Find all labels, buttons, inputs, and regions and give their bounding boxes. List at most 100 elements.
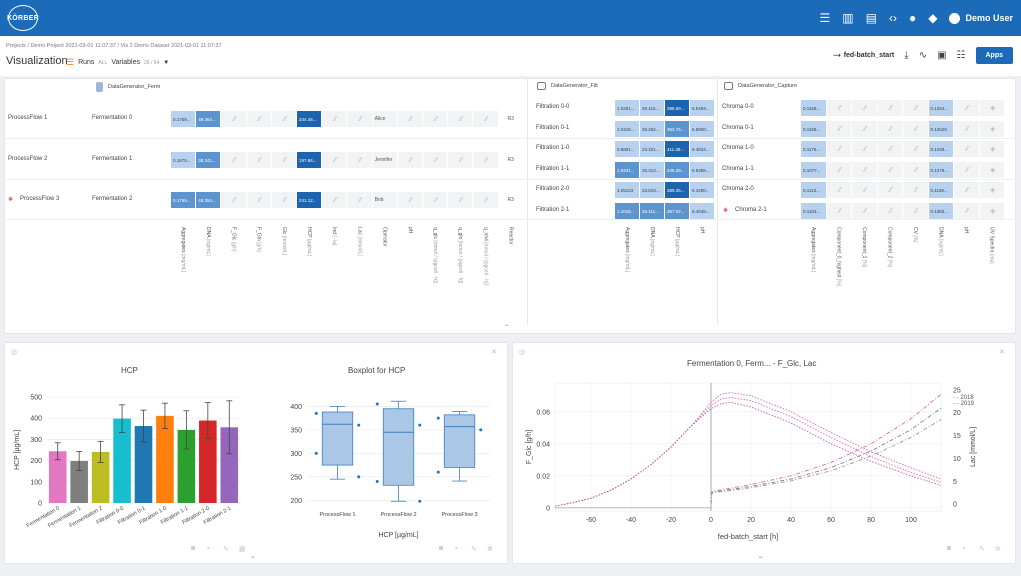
grid-cell-spectra[interactable]: ◈ bbox=[979, 203, 1004, 219]
grid-cell[interactable]: 197.86... bbox=[297, 152, 322, 168]
gear-icon[interactable]: ✲ bbox=[995, 546, 1001, 553]
grid-cell[interactable]: 357.02... bbox=[665, 203, 689, 219]
capt-run-label[interactable]: Chroma 0-1 bbox=[722, 125, 754, 131]
column-header[interactable]: DNA [ng/mL] bbox=[938, 227, 944, 256]
grid-cell-sparkline[interactable]: ⁄⁄ bbox=[903, 182, 928, 198]
column-header[interactable]: q_glc [mmol / (pgcell · h)] bbox=[432, 227, 438, 283]
grid-cell[interactable]: 0.1158... bbox=[801, 121, 826, 137]
grid-cell-sparkline[interactable]: ⁄⁄ bbox=[877, 182, 902, 198]
resize-handle[interactable]: ═ bbox=[505, 323, 509, 329]
grid-cell-spectra[interactable]: ◈ bbox=[979, 121, 1004, 137]
breadcrumb[interactable]: Projects / Demo Project 2021-03-01 11:07… bbox=[6, 43, 222, 49]
grid-cell-sparkline[interactable]: ⁄⁄ bbox=[221, 111, 246, 127]
process-flow-label[interactable]: ProcessFlow 1 bbox=[8, 115, 48, 121]
grid-cell[interactable]: R3 bbox=[498, 111, 523, 127]
globe-icon[interactable]: ● bbox=[908, 11, 917, 25]
user-menu[interactable]: Demo User bbox=[949, 12, 1013, 24]
column-header[interactable]: Component_1 [%] bbox=[861, 227, 867, 267]
x-variable-selector[interactable]: ⤏ fed-batch_start bbox=[833, 52, 894, 60]
column-header[interactable]: Aggregates [mg/mL] bbox=[624, 227, 630, 272]
column-header[interactable]: DNA [ng/mL] bbox=[205, 227, 211, 256]
grid-cell-sparkline[interactable]: ⁄⁄ bbox=[903, 141, 928, 157]
grid-cell[interactable]: 6.5800... bbox=[690, 121, 714, 137]
grid-cell-sparkline[interactable]: ⁄⁄ bbox=[448, 111, 473, 127]
grid-cell-sparkline[interactable]: ⁄⁄ bbox=[877, 100, 902, 116]
column-header[interactable]: UV Spectra [mu] bbox=[989, 227, 995, 264]
grid-cell[interactable]: 1.0431... bbox=[615, 162, 639, 178]
grid-cell[interactable]: 6.5488... bbox=[690, 162, 714, 178]
list-icon[interactable]: ☰ bbox=[819, 11, 831, 25]
grid-cell[interactable]: 48.354... bbox=[196, 192, 221, 208]
grid-cell[interactable]: Alice bbox=[372, 111, 397, 127]
grid-cell-sparkline[interactable]: ⁄⁄ bbox=[877, 121, 902, 137]
process-flow-label[interactable]: ProcessFlow 3 bbox=[20, 196, 60, 202]
pencil-icon[interactable]: ✎ bbox=[223, 546, 229, 553]
grid-cell[interactable]: 0.1675... bbox=[171, 152, 196, 168]
grid-cell[interactable]: 398.59... bbox=[665, 100, 689, 116]
grid-cell-sparkline[interactable]: ⁄⁄ bbox=[322, 152, 347, 168]
grid-cell[interactable]: 6.4638... bbox=[690, 203, 714, 219]
grid-cell-sparkline[interactable]: ⁄⁄ bbox=[271, 152, 296, 168]
grid-cell[interactable]: 0.1769... bbox=[171, 192, 196, 208]
grid-cell-sparkline[interactable]: ⁄⁄ bbox=[322, 192, 347, 208]
grid-cell[interactable]: Jennifer bbox=[372, 152, 397, 168]
grid-icon[interactable]: ▦ bbox=[239, 546, 246, 553]
grid-cell[interactable]: 23.643... bbox=[640, 182, 664, 198]
grid-cell-sparkline[interactable]: ⁄⁄ bbox=[246, 152, 271, 168]
grid-cell-sparkline[interactable]: ⁄⁄ bbox=[826, 203, 851, 219]
grid-cell[interactable]: 6.5483... bbox=[690, 100, 714, 116]
filt-run-label[interactable]: Filtration 0-1 bbox=[536, 125, 570, 131]
info-icon[interactable]: ◎ bbox=[11, 349, 18, 356]
grid-cell[interactable]: 362.76... bbox=[665, 121, 689, 137]
grid-cell-sparkline[interactable]: ⁄⁄ bbox=[473, 192, 498, 208]
grid-cell-sparkline[interactable]: ⁄⁄ bbox=[246, 192, 271, 208]
capt-run-label[interactable]: Chroma 1-0 bbox=[722, 145, 754, 151]
chevron-down-icon[interactable]: ▼ bbox=[163, 59, 170, 66]
grid-cell-sparkline[interactable]: ⁄⁄ bbox=[852, 203, 877, 219]
runs-filter[interactable]: ☰ Runs ALL Variables 26 / 64 ▼ bbox=[66, 57, 169, 68]
column-header[interactable]: Component_0_highest [%] bbox=[836, 227, 842, 286]
grid-cell-sparkline[interactable]: ⁄⁄ bbox=[322, 111, 347, 127]
image-icon[interactable]: ▣ bbox=[937, 50, 947, 61]
grid-cell[interactable]: 0.1334... bbox=[928, 100, 953, 116]
grid-cell-sparkline[interactable]: ⁄⁄ bbox=[852, 141, 877, 157]
grid-cell-sparkline[interactable]: ⁄⁄ bbox=[826, 162, 851, 178]
column-header[interactable]: Ind [ -/a] bbox=[331, 227, 337, 245]
grid-cell-sparkline[interactable]: ⁄⁄ bbox=[903, 121, 928, 137]
close-icon[interactable]: ✕ bbox=[999, 349, 1005, 356]
camera-icon[interactable]: ◙ bbox=[947, 545, 952, 552]
ferm-run-label[interactable]: Fermentation 0 bbox=[92, 115, 133, 121]
grid-cell-sparkline[interactable]: ⁄⁄ bbox=[423, 192, 448, 208]
pencil-icon[interactable]: ✎ bbox=[979, 546, 985, 553]
grid-cell-sparkline[interactable]: ⁄⁄ bbox=[271, 111, 296, 127]
grid-cell-sparkline[interactable]: ⁄⁄ bbox=[903, 203, 928, 219]
grid-cell-sparkline[interactable]: ⁄⁄ bbox=[271, 192, 296, 208]
grid-cell[interactable]: 0.1158... bbox=[801, 100, 826, 116]
camera-icon[interactable]: ◙ bbox=[191, 545, 196, 552]
grid-cell-sparkline[interactable]: ⁄⁄ bbox=[221, 192, 246, 208]
grid-cell-sparkline[interactable]: ⁄⁄ bbox=[852, 121, 877, 137]
grid-cell-spectra[interactable]: ◈ bbox=[979, 100, 1004, 116]
grid-cell[interactable]: 0.1759... bbox=[171, 111, 196, 127]
grid-cell-sparkline[interactable]: ⁄⁄ bbox=[826, 182, 851, 198]
column-header[interactable]: Component_2 [%] bbox=[887, 227, 893, 267]
column-header[interactable]: Aggregates [mg/mL] bbox=[810, 227, 816, 272]
apps-button[interactable]: Apps bbox=[975, 47, 1013, 64]
grid-cell[interactable]: 1.0416... bbox=[615, 121, 639, 137]
column-header[interactable]: Aggregates [mg/mL] bbox=[180, 227, 186, 272]
grid-cell-spectra[interactable]: ◈ bbox=[979, 141, 1004, 157]
grid-cell-sparkline[interactable]: ⁄⁄ bbox=[903, 100, 928, 116]
column-header[interactable]: q_gln [mmol / (pgcell · h)] bbox=[457, 227, 463, 283]
grid-cell-sparkline[interactable]: ⁄⁄ bbox=[397, 111, 422, 127]
ferm-run-label[interactable]: Fermentation 2 bbox=[92, 196, 133, 202]
column-header[interactable]: Glc [mmol/L] bbox=[281, 227, 287, 255]
column-header[interactable]: pH bbox=[963, 227, 969, 233]
grid-cell[interactable]: 0.1158... bbox=[928, 182, 953, 198]
grid-cell-sparkline[interactable]: ⁄⁄ bbox=[826, 121, 851, 137]
camera-icon[interactable]: ◙ bbox=[439, 545, 444, 552]
grid-cell-sparkline[interactable]: ⁄⁄ bbox=[954, 121, 979, 137]
gear-icon[interactable]: ✲ bbox=[487, 546, 493, 553]
grid-cell[interactable]: 29.262... bbox=[640, 121, 664, 137]
filt-run-label[interactable]: Filtration 2-1 bbox=[536, 207, 570, 213]
grid-cell[interactable]: 0.1228... bbox=[928, 141, 953, 157]
